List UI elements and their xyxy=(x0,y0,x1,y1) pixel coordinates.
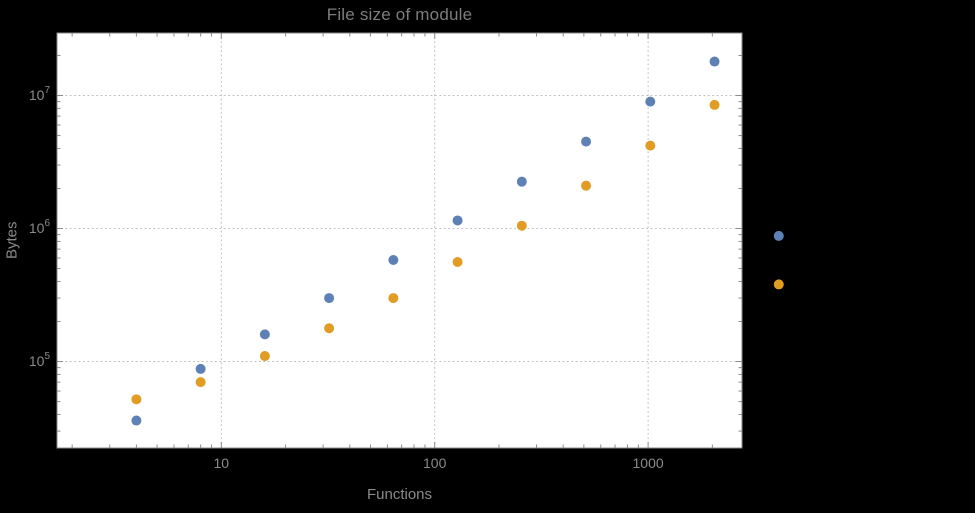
data-point-series-1 xyxy=(773,230,784,241)
x-tick-label: 100 xyxy=(423,455,447,471)
data-point-series-1 xyxy=(131,415,142,426)
x-axis-label: Functions xyxy=(366,486,433,503)
data-point-series-2 xyxy=(324,323,335,334)
data-point-series-2 xyxy=(516,220,527,231)
data-point-series-2 xyxy=(773,279,784,290)
plot-area xyxy=(57,33,742,448)
data-point-series-1 xyxy=(324,293,335,304)
data-point-series-2 xyxy=(259,351,270,362)
y-tick-label: 106 xyxy=(29,218,51,236)
data-point-series-2 xyxy=(709,99,720,110)
x-tick-label: 1000 xyxy=(633,455,664,471)
plot-frame xyxy=(56,32,743,449)
data-point-series-1 xyxy=(259,329,270,340)
data-point-series-1 xyxy=(709,56,720,67)
x-tick-label: 10 xyxy=(214,455,230,471)
data-point-series-1 xyxy=(388,254,399,265)
data-point-series-1 xyxy=(581,136,592,147)
y-tick-label: 107 xyxy=(29,85,51,103)
data-point-series-2 xyxy=(452,257,463,268)
data-point-series-1 xyxy=(452,215,463,226)
data-point-series-1 xyxy=(516,176,527,187)
data-point-series-2 xyxy=(581,180,592,191)
data-point-series-2 xyxy=(388,293,399,304)
y-axis-label: Bytes xyxy=(3,221,21,260)
data-point-series-2 xyxy=(195,377,206,388)
data-point-series-1 xyxy=(195,363,206,374)
data-point-series-1 xyxy=(645,96,656,107)
y-tick-label: 105 xyxy=(29,351,51,369)
data-point-series-2 xyxy=(131,394,142,405)
data-point-series-2 xyxy=(645,140,656,151)
chart-title: File size of module xyxy=(326,5,473,24)
